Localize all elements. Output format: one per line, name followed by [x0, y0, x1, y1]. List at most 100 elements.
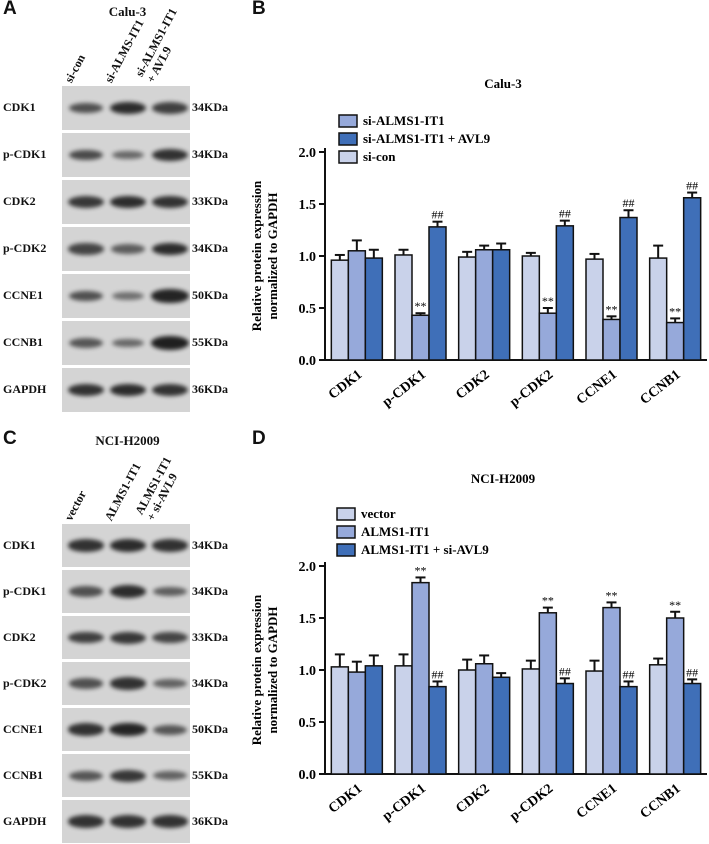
bar — [457, 669, 477, 775]
panel-letter-d: D — [252, 428, 266, 449]
significance-mark: ## — [559, 207, 571, 221]
bar — [555, 682, 575, 775]
blot-row-label: CCNB1 — [3, 335, 44, 349]
bar — [411, 581, 430, 775]
y-tick-label: 0.0 — [299, 768, 317, 783]
bar — [619, 685, 638, 775]
bar — [682, 197, 702, 361]
bar — [585, 670, 604, 775]
blot-row-ccne1 — [62, 708, 190, 751]
bar — [555, 225, 575, 361]
y-tick-label: 0.5 — [299, 716, 317, 731]
y-axis-label: normalized to GAPDH — [265, 192, 280, 319]
bar — [585, 258, 604, 361]
bar — [428, 685, 447, 775]
significance-mark: ## — [686, 665, 698, 679]
significance-mark: ** — [669, 304, 681, 318]
blot-row-label: CCNE1 — [3, 288, 44, 302]
x-tick-label: CDK2 — [453, 367, 492, 402]
blot-row-cdk1 — [62, 86, 190, 130]
protein-band — [68, 631, 104, 644]
bar — [347, 250, 367, 361]
bar — [521, 668, 541, 775]
chart-title: Calu-3 — [484, 76, 522, 91]
blot-row-cdk1 — [62, 524, 190, 567]
bar — [648, 664, 668, 775]
legend-label: si-ALMS1-IT1 + AVL9 — [363, 131, 491, 146]
blot-row-ccnb1 — [62, 754, 190, 797]
protein-band — [111, 150, 145, 160]
significance-mark: ** — [542, 294, 554, 308]
significance-mark: ## — [623, 196, 635, 210]
protein-band — [151, 148, 189, 162]
chart-title: NCI-H2009 — [471, 471, 536, 486]
bar-chart-d: NCI-H2009 vector ALMS1-IT1 ALMS1-IT1 + si-A… — [249, 471, 707, 824]
x-tick-label: CCNB1 — [638, 367, 684, 408]
bar — [394, 254, 413, 361]
blot-row-label: CDK1 — [3, 100, 36, 114]
protein-band — [153, 586, 187, 597]
significance-mark: ** — [669, 598, 681, 612]
western-blot-panel-c: NCI-H2009 vector ALMS1-IT1 ALMS1-IT1 + si-AV… — [0, 430, 250, 844]
protein-band — [152, 102, 188, 114]
blot-row-cdk2 — [62, 180, 190, 224]
molecular-weight-label: 50KDa — [192, 288, 228, 302]
protein-band — [151, 815, 189, 828]
blot-row-gapdh — [62, 800, 190, 843]
protein-band — [109, 539, 147, 552]
molecular-weight-label: 33KDa — [192, 194, 228, 208]
blot-row-label: CCNB1 — [3, 767, 44, 782]
protein-band — [151, 336, 189, 350]
bar — [538, 612, 558, 775]
molecular-weight-label: 55KDa — [192, 767, 228, 782]
bar — [619, 216, 638, 361]
blot-row-label: GAPDH — [3, 382, 47, 396]
bar — [364, 665, 384, 775]
protein-band — [110, 769, 146, 782]
x-tick-label: CCNB1 — [638, 781, 684, 822]
y-tick-label: 2.0 — [299, 560, 317, 575]
y-axis-label: normalized to GAPDH — [265, 606, 280, 733]
bar — [330, 666, 350, 775]
legend-label: ALMS1-IT1 + si-AVL9 — [361, 542, 489, 557]
protein-band — [68, 586, 104, 597]
legend-swatch — [336, 507, 356, 521]
blot-row-p-cdk2 — [62, 662, 190, 705]
protein-band — [151, 289, 189, 303]
protein-band — [151, 242, 189, 256]
blot-row-cdk2 — [62, 616, 190, 659]
y-tick-label: 2.0 — [299, 146, 317, 161]
protein-band — [111, 244, 145, 254]
bar — [474, 249, 494, 361]
y-axis-label: Relative protein expression — [249, 180, 264, 331]
protein-band — [153, 724, 187, 735]
blot-title: Calu-3 — [108, 4, 147, 19]
bar — [364, 257, 384, 361]
x-tick-label: CDK1 — [326, 781, 365, 816]
legend-label: si-con — [363, 149, 396, 164]
molecular-weight-label: 36KDa — [192, 382, 228, 396]
protein-band — [69, 770, 103, 781]
protein-band — [111, 338, 145, 348]
x-tick-label: p-CDK2 — [507, 781, 556, 824]
bar — [665, 617, 685, 775]
blot-row-label: CDK2 — [3, 629, 36, 644]
bar — [538, 312, 558, 361]
molecular-weight-label: 55KDa — [192, 335, 228, 349]
bar — [394, 665, 413, 775]
protein-band — [109, 195, 147, 209]
significance-mark: ## — [559, 664, 571, 678]
bar — [474, 663, 494, 775]
protein-band — [153, 678, 187, 689]
molecular-weight-label: 34KDa — [192, 100, 228, 114]
significance-mark: ** — [415, 563, 427, 577]
legend-swatch — [336, 543, 356, 557]
protein-band — [68, 678, 104, 689]
protein-band — [67, 723, 105, 736]
bar — [428, 226, 447, 361]
protein-band — [110, 631, 146, 644]
y-tick-label: 1.0 — [299, 664, 317, 679]
x-tick-label: CCNE1 — [574, 367, 620, 408]
legend-label: si-ALMS1-IT1 — [363, 113, 445, 128]
protein-band — [68, 243, 104, 255]
